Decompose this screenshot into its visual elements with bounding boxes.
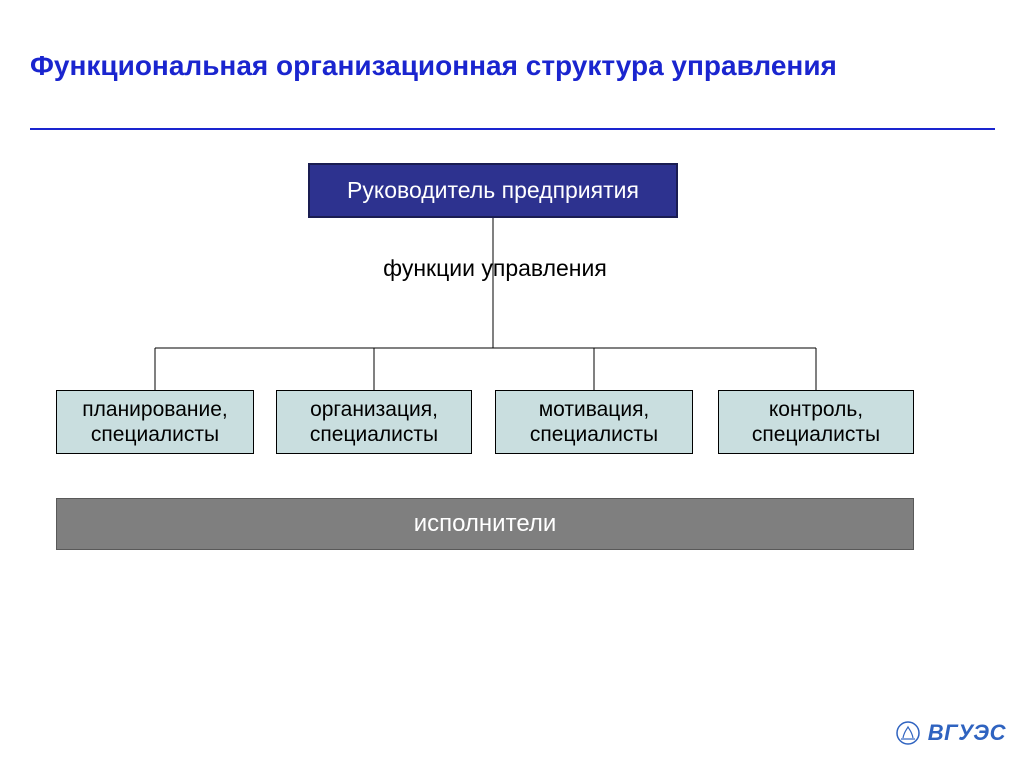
title-underline [30,128,995,130]
slide-title-text: Функциональная организационная структура… [30,50,837,81]
org-bottom-box: исполнители [56,498,914,550]
org-mid-label-text: функции управления [383,255,607,281]
org-child-label: мотивация, специалисты [496,397,692,447]
org-root-box: Руководитель предприятия [308,163,678,218]
org-child-box: контроль, специалисты [718,390,914,454]
org-child-box: планирование, специалисты [56,390,254,454]
org-child-label: организация, специалисты [277,397,471,447]
org-child-label: планирование, специалисты [57,397,253,447]
logo-text: ВГУЭС [928,720,1006,746]
org-connectors [0,0,1024,767]
org-bottom-label: исполнители [414,510,557,539]
slide-title: Функциональная организационная структура… [30,48,930,83]
footer-logo: ВГУЭС [886,713,1006,753]
org-child-box: организация, специалисты [276,390,472,454]
logo-emblem-icon [894,719,922,747]
org-root-label: Руководитель предприятия [347,177,639,205]
org-mid-label: функции управления [355,255,635,282]
org-child-label: контроль, специалисты [719,397,913,447]
org-child-box: мотивация, специалисты [495,390,693,454]
